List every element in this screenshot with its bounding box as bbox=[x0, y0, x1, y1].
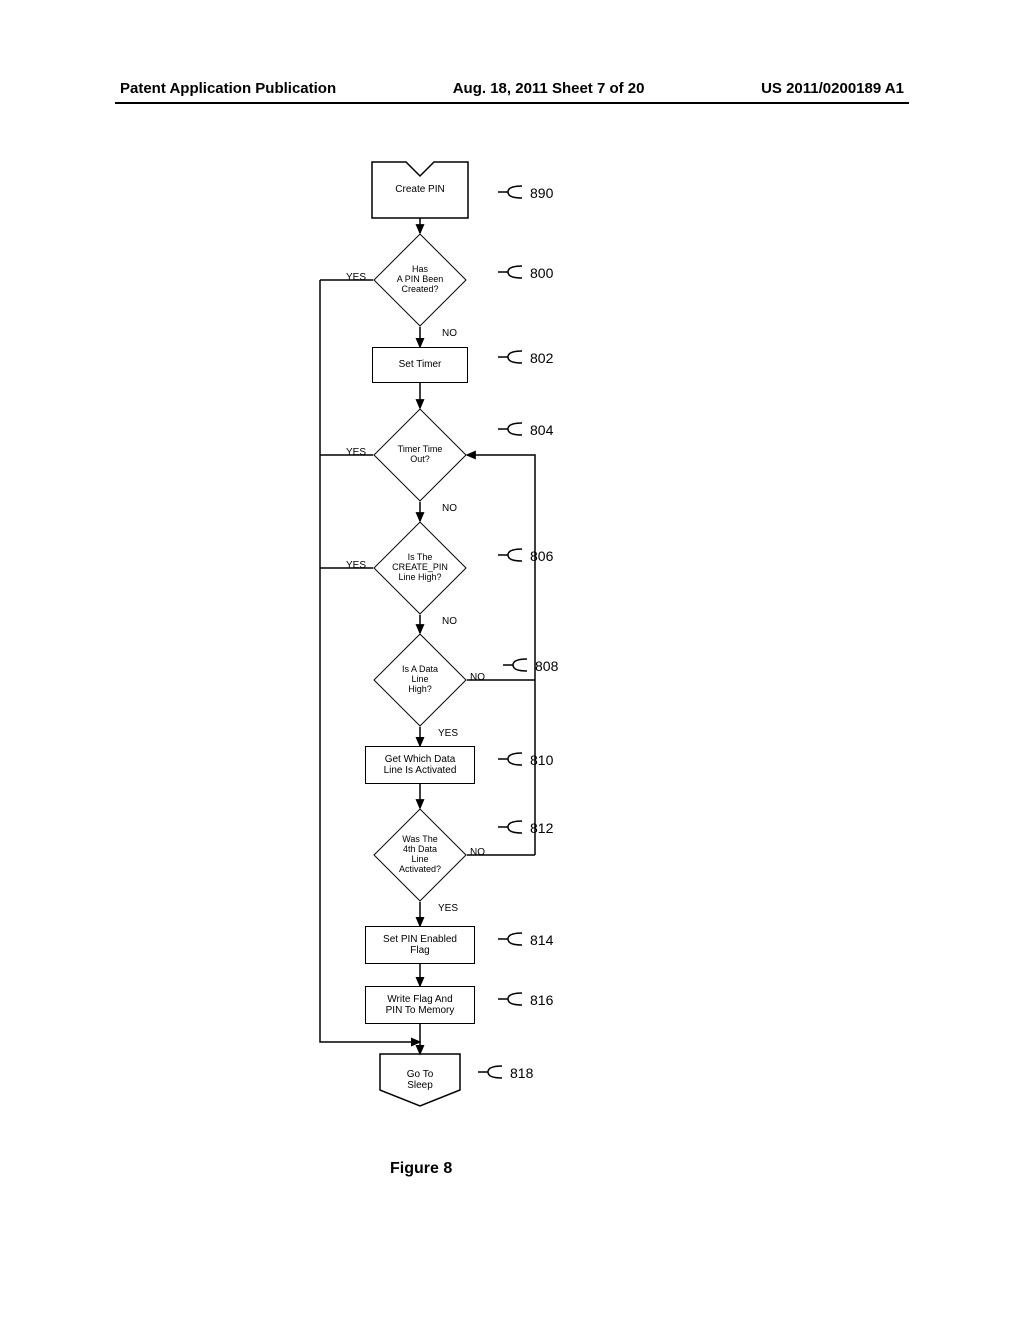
header-right: US 2011/0200189 A1 bbox=[761, 80, 904, 97]
ref-808: 808 bbox=[535, 658, 558, 674]
ref-802: 802 bbox=[530, 350, 553, 366]
edge-label-1: NO bbox=[442, 328, 457, 339]
process-n810: Get Which DataLine Is Activated bbox=[365, 746, 475, 784]
patent-header: Patent Application Publication Aug. 18, … bbox=[0, 80, 1024, 97]
edge-label-7: YES bbox=[438, 728, 458, 739]
edge-label-2: YES bbox=[346, 447, 366, 458]
figure-caption: Figure 8 bbox=[390, 1160, 452, 1178]
process-n816: Write Flag AndPIN To Memory bbox=[365, 986, 475, 1024]
decision-n806: Is TheCREATE_PINLine High? bbox=[387, 535, 453, 601]
ref-818: 818 bbox=[510, 1065, 533, 1081]
edge-label-4: YES bbox=[346, 560, 366, 571]
edge-label-3: NO bbox=[442, 503, 457, 514]
header-center: Aug. 18, 2011 Sheet 7 of 20 bbox=[453, 80, 645, 97]
edge-label-8: NO bbox=[470, 847, 485, 858]
ref-812: 812 bbox=[530, 820, 553, 836]
ref-816: 816 bbox=[530, 992, 553, 1008]
ref-814: 814 bbox=[530, 932, 553, 948]
ref-890: 890 bbox=[530, 185, 553, 201]
flowchart-canvas: Create PIN 890 HasA PIN BeenCreated? 800 Set… bbox=[0, 160, 1024, 1240]
exit-n818: Go ToSleep bbox=[380, 1054, 460, 1106]
ref-800: 800 bbox=[530, 265, 553, 281]
ref-804: 804 bbox=[530, 422, 553, 438]
edge-label-6: NO bbox=[470, 672, 485, 683]
ref-810: 810 bbox=[530, 752, 553, 768]
edge-label-9: YES bbox=[438, 903, 458, 914]
decision-n812: Was The4th Data LineActivated? bbox=[387, 822, 453, 888]
decision-n808: Is A Data LineHigh? bbox=[387, 647, 453, 713]
header-left: Patent Application Publication bbox=[120, 80, 336, 97]
edge-label-0: YES bbox=[346, 272, 366, 283]
decision-n804: Timer TimeOut? bbox=[387, 422, 453, 488]
process-n814: Set PIN EnabledFlag bbox=[365, 926, 475, 964]
process-n802: Set Timer bbox=[372, 347, 468, 383]
ref-806: 806 bbox=[530, 548, 553, 564]
entry-n890: Create PIN bbox=[372, 162, 468, 218]
edge-label-5: NO bbox=[442, 616, 457, 627]
decision-n800: HasA PIN BeenCreated? bbox=[387, 247, 453, 313]
header-underline bbox=[115, 102, 909, 104]
